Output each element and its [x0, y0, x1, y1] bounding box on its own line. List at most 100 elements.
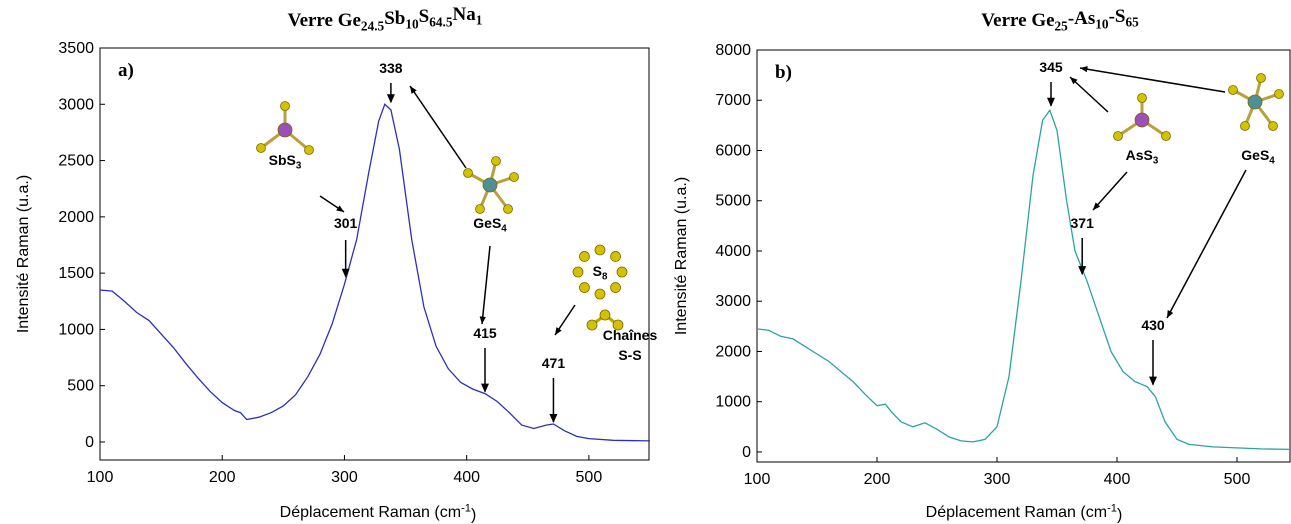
arrow	[409, 85, 467, 169]
atom	[503, 204, 513, 214]
y-tick-label: 5000	[715, 193, 751, 210]
structure-label: GeS4	[1241, 147, 1275, 166]
x-tick-label: 100	[87, 469, 114, 486]
peak-label: 301	[334, 215, 358, 231]
x-tick-label: 500	[1224, 471, 1251, 488]
peak-arrow-head	[386, 94, 395, 104]
structure-label: S8	[593, 263, 608, 282]
y-tick-label: 4000	[715, 243, 751, 260]
arrow-head	[1093, 202, 1101, 210]
x-tick-label: 200	[864, 471, 891, 488]
atom	[616, 266, 628, 278]
y-tick-label: 8000	[715, 42, 751, 59]
chart-title-part: Verre Ge	[981, 10, 1054, 31]
structure-label-part: S-S	[618, 347, 641, 363]
atom	[579, 282, 590, 293]
y-tick-label: 3000	[58, 96, 94, 113]
y-tick-label: 3000	[715, 293, 751, 310]
y-tick-label: 7000	[715, 92, 751, 109]
structure-label-part: 3	[1153, 155, 1159, 166]
structure-label-part: S	[593, 263, 602, 279]
y-tick-label: 2000	[58, 209, 94, 226]
y-tick-label: 0	[742, 444, 751, 461]
peak-label: 471	[542, 355, 566, 371]
peak-label: 430	[1141, 317, 1165, 333]
y-tick-label: 6000	[715, 142, 751, 159]
arrow-head	[410, 86, 417, 94]
y-tick-label: 0	[85, 434, 94, 451]
panel-label: b)	[775, 62, 792, 83]
line-series	[99, 103, 651, 442]
x-axis-label-part: Déplacement Raman (cm	[926, 504, 1107, 521]
peak-arrow-head	[341, 268, 350, 278]
atom	[463, 168, 473, 178]
y-tick-label: 500	[67, 378, 94, 395]
peak-arrow-head	[1149, 376, 1157, 386]
line-series	[756, 108, 1291, 451]
atom	[1113, 131, 1123, 141]
peak-arrow-head	[549, 413, 558, 423]
atom	[1161, 131, 1171, 141]
atom	[475, 204, 485, 214]
arrow-head	[1167, 310, 1174, 318]
peak-arrow-head	[481, 383, 489, 393]
arrow-head	[555, 327, 562, 335]
chart-title-part: S	[419, 6, 430, 27]
plot-frame	[756, 49, 1291, 463]
arrow	[481, 245, 491, 325]
structure-label: Chaînes	[603, 327, 658, 343]
arrow	[1069, 76, 1109, 113]
atom	[610, 282, 621, 293]
peak-label: 415	[473, 325, 497, 341]
panel-label: a)	[118, 60, 134, 81]
structure-label-part: 4	[501, 223, 507, 234]
chart-title-part: 64.5	[429, 15, 453, 30]
chart-title-part: 65	[1125, 15, 1139, 30]
arrow-head	[1080, 66, 1088, 73]
structure-label-part: GeS	[1241, 147, 1269, 163]
peak-label: 371	[1071, 215, 1095, 231]
atom	[610, 251, 621, 262]
y-axis-label: Intensité Raman (u.a.)	[673, 177, 690, 335]
y-tick-label: 3500	[58, 40, 94, 57]
plot-frame	[99, 47, 650, 461]
chart-title-part: 24.5	[361, 19, 385, 34]
x-tick-label: 400	[1104, 471, 1131, 488]
atom	[277, 122, 293, 138]
atom	[1274, 89, 1284, 99]
atom	[491, 156, 501, 166]
chart-title-part: 10	[1095, 17, 1109, 32]
x-axis-label-part: -1	[1107, 502, 1117, 514]
chart-title-part: Sb	[384, 8, 405, 29]
arrow	[1166, 169, 1247, 319]
structure-label-part: Chaînes	[603, 327, 658, 343]
structure-label-part: SbS	[269, 152, 296, 168]
arrow	[1092, 171, 1128, 211]
chart-title-part: 10	[405, 17, 419, 32]
atom	[256, 143, 266, 153]
x-axis-label-part: Déplacement Raman (cm	[280, 504, 461, 521]
atom	[612, 319, 624, 331]
atom	[579, 251, 590, 262]
peak-arrow-head	[1047, 97, 1055, 107]
x-tick-label: 300	[984, 471, 1011, 488]
peak-label: 345	[1039, 59, 1063, 75]
chart-title: Verre Ge25-As10-S65	[981, 6, 1139, 34]
atom	[1228, 85, 1238, 95]
y-tick-label: 2000	[715, 343, 751, 360]
chart-title-part: Verre Ge	[288, 10, 361, 31]
atom	[509, 172, 519, 182]
structure-label: S-S	[618, 347, 641, 363]
chart-title-part: -S	[1109, 6, 1126, 27]
atom	[280, 101, 290, 111]
structure-label-part: 4	[1269, 155, 1275, 166]
structure-label: AsS3	[1126, 147, 1159, 166]
x-tick-label: 500	[576, 469, 603, 486]
y-axis-label: Intensité Raman (u.a.)	[15, 175, 32, 333]
atom	[1137, 93, 1147, 103]
x-tick-label: 300	[331, 469, 358, 486]
chart-title-part: -As	[1068, 8, 1095, 29]
y-tick-label: 1500	[58, 265, 94, 282]
atom	[1268, 121, 1278, 131]
